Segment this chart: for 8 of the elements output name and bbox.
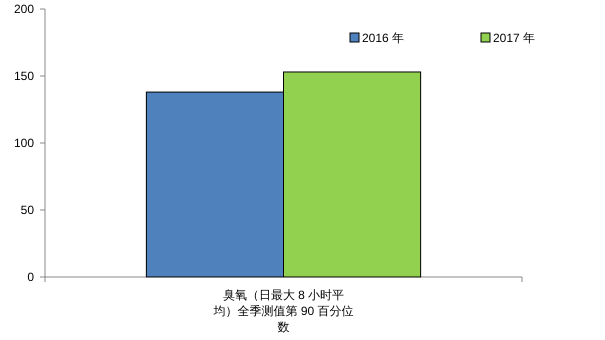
y-tick-label: 50 <box>20 203 34 217</box>
y-tick-label: 150 <box>14 69 34 83</box>
y-tick-label: 0 <box>27 270 34 284</box>
legend-label: 2016 年 <box>362 31 404 45</box>
legend-label: 2017 年 <box>493 31 536 45</box>
y-tick-label: 200 <box>14 2 34 16</box>
y-tick-label: 100 <box>14 136 34 150</box>
x-tick-label: 臭氧（日最大 8 小时平均）全季测值第 90 百分位数 <box>214 287 354 335</box>
